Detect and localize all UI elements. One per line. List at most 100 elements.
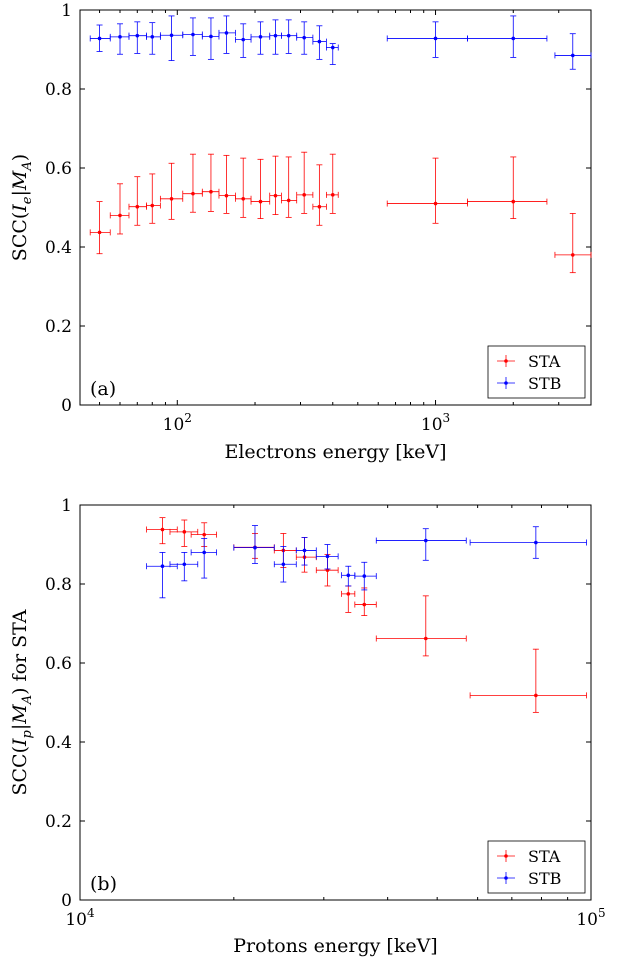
- data-marker: [346, 592, 351, 596]
- data-marker: [534, 540, 538, 545]
- data-marker: [182, 562, 187, 567]
- data-point: [312, 164, 327, 226]
- y-tick-label: 0.8: [45, 80, 72, 100]
- plot-frame: [79, 9, 592, 406]
- data-marker: [202, 550, 206, 555]
- y-tick-label: 0: [61, 891, 72, 911]
- data-point: [201, 153, 220, 212]
- data-point: [218, 15, 236, 54]
- data-point: [169, 552, 199, 582]
- data-point: [326, 43, 339, 65]
- x-axis-title: Protons energy [keV]: [233, 935, 437, 957]
- data-point: [312, 25, 327, 60]
- legend: STA STB: [487, 840, 586, 894]
- data-point: [269, 19, 282, 55]
- data-marker: [241, 197, 246, 201]
- data-point: [159, 15, 184, 61]
- x-tick-label: 105: [576, 906, 605, 930]
- data-point: [169, 519, 199, 547]
- panel-label: (b): [90, 873, 117, 895]
- legend-box: [487, 345, 586, 399]
- data-point: [89, 201, 111, 255]
- y-tick-label: 0.8: [45, 575, 72, 595]
- data-marker: [97, 230, 102, 235]
- data-marker: [302, 548, 307, 553]
- data-marker: [534, 693, 538, 698]
- data-point: [128, 176, 147, 226]
- data-point: [89, 24, 111, 52]
- data-marker: [317, 39, 322, 44]
- data-marker: [97, 36, 102, 41]
- y-axis-title: SCC(Ip|MA) for STA: [9, 609, 35, 795]
- data-point: [296, 151, 314, 214]
- legend-label: STB: [528, 869, 561, 888]
- data-point: [280, 156, 298, 218]
- data-marker: [224, 31, 229, 35]
- x-tick-label: 102: [163, 411, 192, 435]
- data-point: [315, 544, 339, 570]
- chart-panel-1: 0 0.2 0.4 0.6 0.8 1 102 103 Electrons energy [ke…: [9, 1, 592, 463]
- data-point: [269, 155, 282, 216]
- data-point: [354, 587, 377, 616]
- data-marker: [570, 253, 575, 257]
- data-point: [296, 21, 314, 55]
- data-marker: [286, 33, 291, 38]
- data-point: [375, 528, 467, 561]
- data-marker: [191, 191, 195, 196]
- legend-marker: [504, 854, 508, 858]
- data-marker: [209, 189, 213, 194]
- data-point: [233, 525, 275, 564]
- data-marker: [209, 34, 213, 39]
- legend-box: [487, 840, 586, 894]
- legend-marker: [504, 381, 508, 385]
- y-tick-label: 0.4: [45, 733, 72, 753]
- data-point: [386, 21, 468, 58]
- series-stb: [146, 525, 587, 599]
- series-sta: [89, 151, 592, 274]
- data-point: [250, 21, 271, 55]
- data-point: [386, 157, 468, 224]
- data-point: [326, 153, 339, 214]
- y-tick-label: 0.6: [45, 159, 72, 179]
- data-marker: [346, 573, 351, 578]
- data-marker: [302, 193, 306, 197]
- data-marker: [169, 33, 174, 38]
- data-marker: [325, 554, 330, 559]
- data-point: [109, 183, 130, 235]
- y-tick-label: 0: [61, 396, 72, 416]
- data-point: [182, 17, 203, 56]
- data-marker: [330, 45, 335, 50]
- y-axis-title: SCC(Ie|MA): [9, 154, 35, 261]
- data-marker: [241, 37, 246, 42]
- data-marker: [362, 602, 367, 607]
- data-marker: [511, 36, 516, 41]
- legend-marker: [504, 876, 508, 880]
- series-stb: [89, 15, 592, 70]
- data-marker: [286, 198, 291, 203]
- data-point: [295, 536, 317, 566]
- data-marker: [281, 562, 286, 567]
- data-marker: [570, 53, 575, 58]
- data-marker: [330, 193, 335, 197]
- series-sta: [146, 517, 587, 713]
- data-marker: [433, 36, 438, 41]
- data-point: [146, 552, 178, 599]
- data-marker: [160, 564, 165, 569]
- data-marker: [191, 32, 195, 37]
- data-point: [354, 561, 377, 591]
- data-marker: [118, 213, 122, 218]
- data-point: [128, 21, 147, 54]
- data-marker: [150, 35, 155, 39]
- data-marker: [253, 545, 257, 550]
- data-point: [159, 162, 184, 220]
- data-point: [554, 213, 592, 274]
- data-point: [273, 533, 297, 568]
- y-tick-label: 1: [61, 496, 72, 516]
- data-marker: [273, 33, 278, 38]
- x-tick-label: 103: [421, 411, 450, 435]
- data-point: [146, 22, 161, 55]
- plot-frame: [79, 504, 592, 901]
- y-tick-label: 0.6: [45, 654, 72, 674]
- data-marker: [317, 204, 322, 209]
